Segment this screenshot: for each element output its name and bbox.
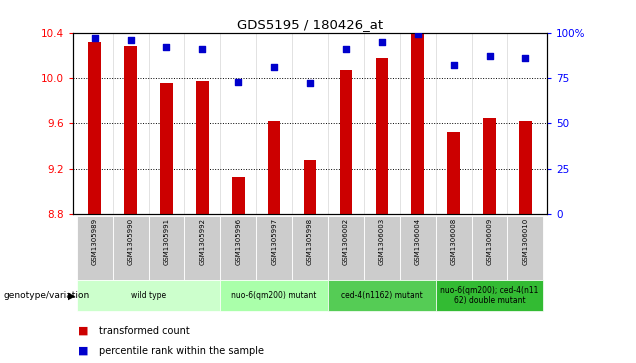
Text: ced-4(n1162) mutant: ced-4(n1162) mutant bbox=[341, 291, 423, 300]
Bar bbox=[124, 46, 137, 214]
Point bbox=[377, 39, 387, 45]
Bar bbox=[411, 33, 424, 214]
Text: ■: ■ bbox=[78, 326, 88, 336]
Text: GSM1306008: GSM1306008 bbox=[451, 218, 457, 265]
Text: GSM1305996: GSM1305996 bbox=[235, 218, 241, 265]
Bar bbox=[447, 132, 460, 214]
Text: ■: ■ bbox=[78, 346, 88, 356]
Point bbox=[125, 37, 135, 43]
Bar bbox=[160, 83, 173, 214]
FancyBboxPatch shape bbox=[113, 216, 149, 280]
Bar bbox=[304, 160, 316, 214]
FancyBboxPatch shape bbox=[328, 216, 364, 280]
Point bbox=[90, 35, 100, 41]
Point bbox=[197, 46, 207, 52]
Text: GSM1306009: GSM1306009 bbox=[487, 218, 492, 265]
FancyBboxPatch shape bbox=[77, 216, 113, 280]
Text: GSM1305997: GSM1305997 bbox=[271, 218, 277, 265]
FancyBboxPatch shape bbox=[508, 216, 543, 280]
Bar bbox=[376, 58, 388, 214]
Point bbox=[305, 81, 315, 86]
Text: GSM1306004: GSM1306004 bbox=[415, 218, 421, 265]
FancyBboxPatch shape bbox=[149, 216, 184, 280]
Bar bbox=[483, 118, 496, 214]
Bar bbox=[268, 121, 280, 214]
Text: wild type: wild type bbox=[131, 291, 166, 300]
FancyBboxPatch shape bbox=[400, 216, 436, 280]
Text: genotype/variation: genotype/variation bbox=[3, 291, 90, 300]
Text: percentile rank within the sample: percentile rank within the sample bbox=[99, 346, 264, 356]
Bar bbox=[232, 177, 244, 214]
Text: GSM1305998: GSM1305998 bbox=[307, 218, 313, 265]
Text: GSM1306010: GSM1306010 bbox=[522, 218, 529, 265]
Bar bbox=[88, 42, 101, 214]
Text: ▶: ▶ bbox=[68, 291, 76, 301]
Point bbox=[520, 55, 530, 61]
FancyBboxPatch shape bbox=[184, 216, 220, 280]
Title: GDS5195 / 180426_at: GDS5195 / 180426_at bbox=[237, 19, 383, 32]
Bar bbox=[519, 121, 532, 214]
FancyBboxPatch shape bbox=[77, 280, 220, 311]
Bar bbox=[340, 70, 352, 214]
Point bbox=[269, 64, 279, 70]
Text: GSM1306002: GSM1306002 bbox=[343, 218, 349, 265]
FancyBboxPatch shape bbox=[256, 216, 292, 280]
Point bbox=[162, 44, 172, 50]
FancyBboxPatch shape bbox=[364, 216, 400, 280]
Point bbox=[341, 46, 351, 52]
FancyBboxPatch shape bbox=[220, 280, 328, 311]
Bar bbox=[196, 81, 209, 214]
Text: GSM1305991: GSM1305991 bbox=[163, 218, 169, 265]
FancyBboxPatch shape bbox=[328, 280, 436, 311]
FancyBboxPatch shape bbox=[220, 216, 256, 280]
FancyBboxPatch shape bbox=[436, 280, 543, 311]
Text: nuo-6(qm200) mutant: nuo-6(qm200) mutant bbox=[232, 291, 317, 300]
Text: nuo-6(qm200); ced-4(n11
62) double mutant: nuo-6(qm200); ced-4(n11 62) double mutan… bbox=[440, 286, 539, 305]
Text: GSM1305990: GSM1305990 bbox=[128, 218, 134, 265]
Text: transformed count: transformed count bbox=[99, 326, 190, 336]
Text: GSM1305992: GSM1305992 bbox=[199, 218, 205, 265]
FancyBboxPatch shape bbox=[436, 216, 471, 280]
Point bbox=[448, 62, 459, 68]
Point bbox=[485, 53, 495, 59]
Point bbox=[233, 79, 244, 85]
Text: GSM1306003: GSM1306003 bbox=[379, 218, 385, 265]
FancyBboxPatch shape bbox=[292, 216, 328, 280]
FancyBboxPatch shape bbox=[471, 216, 508, 280]
Point bbox=[413, 32, 423, 37]
Text: GSM1305989: GSM1305989 bbox=[92, 218, 98, 265]
